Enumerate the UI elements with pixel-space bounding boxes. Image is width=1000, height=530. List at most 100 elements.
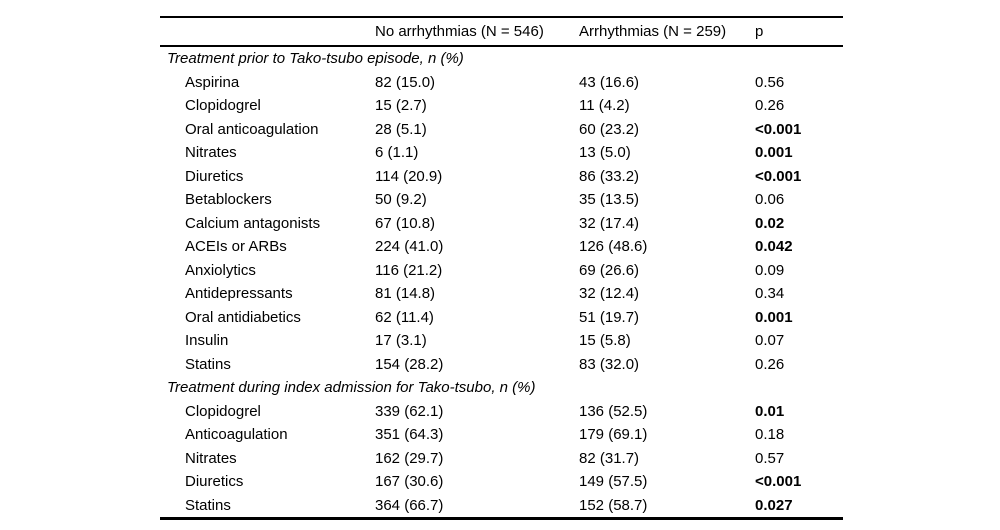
table-row: Antidepressants 81 (14.8) 32 (12.4) 0.34	[160, 282, 843, 306]
table-row: Aspirina 82 (15.0) 43 (16.6) 0.56	[160, 71, 843, 95]
p-value: 0.34	[755, 285, 785, 303]
section-header-label: Treatment prior to Tako-tsubo episode, n…	[167, 50, 464, 68]
p-value: 0.02	[755, 214, 785, 232]
row-label: Anticoagulation	[185, 426, 288, 444]
no-arrhythmias-value: 28 (5.1)	[375, 120, 427, 138]
table-row: Diuretics 114 (20.9) 86 (33.2) <0.001	[160, 165, 843, 189]
no-arrhythmias-value: 167 (30.6)	[375, 473, 444, 491]
row-label: Diuretics	[185, 167, 244, 185]
row-label: Clopidogrel	[185, 97, 261, 115]
arrhythmias-value: 11 (4.2)	[579, 97, 630, 115]
col-header-arrhythmias: Arrhythmias (N = 259)	[579, 22, 727, 40]
arrhythmias-value: 13 (5.0)	[579, 144, 631, 162]
no-arrhythmias-value: 62 (11.4)	[375, 308, 434, 326]
no-arrhythmias-value: 50 (9.2)	[375, 191, 427, 209]
table-row: ACEIs or ARBs 224 (41.0) 126 (48.6) 0.042	[160, 235, 843, 259]
no-arrhythmias-value: 154 (28.2)	[375, 355, 444, 373]
row-label: Statins	[185, 355, 231, 373]
row-label: Oral antidiabetics	[185, 308, 301, 326]
table-row: Betablockers 50 (9.2) 35 (13.5) 0.06	[160, 188, 843, 212]
table-row: Anticoagulation 351 (64.3) 179 (69.1) 0.18	[160, 423, 843, 447]
p-value: 0.26	[755, 97, 785, 115]
no-arrhythmias-value: 81 (14.8)	[375, 285, 436, 303]
table-row: Diuretics 167 (30.6) 149 (57.5) <0.001	[160, 470, 843, 494]
row-label: Nitrates	[185, 144, 237, 162]
table-body: Treatment prior to Tako-tsubo episode, n…	[160, 47, 843, 517]
arrhythmias-value: 149 (57.5)	[579, 473, 648, 491]
no-arrhythmias-value: 15 (2.7)	[375, 97, 427, 115]
row-label: Betablockers	[185, 191, 272, 209]
p-value: 0.027	[755, 496, 793, 514]
p-value: 0.06	[755, 191, 785, 209]
treatment-comparison-table: No arrhythmias (N = 546) Arrhythmias (N …	[160, 16, 843, 520]
table-row: Clopidogrel 15 (2.7) 11 (4.2) 0.26	[160, 94, 843, 118]
arrhythmias-value: 86 (33.2)	[579, 167, 640, 185]
row-label: Anxiolytics	[185, 261, 256, 279]
no-arrhythmias-value: 351 (64.3)	[375, 426, 444, 444]
row-label: Diuretics	[185, 473, 244, 491]
table-top-rule	[160, 16, 843, 18]
arrhythmias-value: 35 (13.5)	[579, 191, 640, 209]
p-value: 0.09	[755, 261, 785, 279]
no-arrhythmias-value: 339 (62.1)	[375, 402, 444, 420]
p-value: <0.001	[755, 473, 802, 491]
p-value: 0.01	[755, 402, 785, 420]
table-row: Calcium antagonists 67 (10.8) 32 (17.4) 0.0…	[160, 212, 843, 236]
table-row: Statins 154 (28.2) 83 (32.0) 0.26	[160, 353, 843, 377]
table-row: Nitrates 162 (29.7) 82 (31.7) 0.57	[160, 447, 843, 471]
p-value: 0.26	[755, 355, 785, 373]
no-arrhythmias-value: 67 (10.8)	[375, 214, 436, 232]
no-arrhythmias-value: 162 (29.7)	[375, 449, 444, 467]
p-value: 0.001	[755, 308, 793, 326]
p-value: 0.07	[755, 332, 785, 350]
p-value: 0.042	[755, 238, 793, 256]
no-arrhythmias-value: 6 (1.1)	[375, 144, 419, 162]
p-value: 0.001	[755, 144, 793, 162]
arrhythmias-value: 82 (31.7)	[579, 449, 640, 467]
arrhythmias-value: 32 (17.4)	[579, 214, 640, 232]
no-arrhythmias-value: 224 (41.0)	[375, 238, 444, 256]
row-label: Nitrates	[185, 449, 237, 467]
table-section-row: Treatment during index admission for Tak…	[160, 376, 843, 400]
no-arrhythmias-value: 82 (15.0)	[375, 73, 436, 91]
table-row: Clopidogrel 339 (62.1) 136 (52.5) 0.01	[160, 400, 843, 424]
no-arrhythmias-value: 116 (21.2)	[375, 261, 443, 279]
table-row: Anxiolytics 116 (21.2) 69 (26.6) 0.09	[160, 259, 843, 283]
no-arrhythmias-value: 364 (66.7)	[375, 496, 444, 514]
p-value: 0.18	[755, 426, 785, 444]
row-label: Statins	[185, 496, 231, 514]
row-label: Oral anticoagulation	[185, 120, 319, 138]
p-value: 0.57	[755, 449, 785, 467]
arrhythmias-value: 43 (16.6)	[579, 73, 640, 91]
table-section-row: Treatment prior to Tako-tsubo episode, n…	[160, 47, 843, 71]
table-row: Statins 364 (66.7) 152 (58.7) 0.027	[160, 494, 843, 518]
arrhythmias-value: 152 (58.7)	[579, 496, 648, 514]
section-header-label: Treatment during index admission for Tak…	[167, 379, 536, 397]
arrhythmias-value: 32 (12.4)	[579, 285, 640, 303]
row-label: Insulin	[185, 332, 229, 350]
row-label: Calcium antagonists	[185, 214, 321, 232]
arrhythmias-value: 51 (19.7)	[579, 308, 640, 326]
arrhythmias-value: 69 (26.6)	[579, 261, 640, 279]
row-label: Antidepressants	[185, 285, 293, 303]
col-header-p: p	[755, 22, 764, 40]
row-label: Clopidogrel	[185, 402, 261, 420]
arrhythmias-value: 15 (5.8)	[579, 332, 631, 350]
p-value: <0.001	[755, 120, 802, 138]
table-bottom-rule	[160, 517, 843, 520]
arrhythmias-value: 126 (48.6)	[579, 238, 648, 256]
no-arrhythmias-value: 17 (3.1)	[375, 332, 427, 350]
arrhythmias-value: 60 (23.2)	[579, 120, 640, 138]
table-row: Insulin 17 (3.1) 15 (5.8) 0.07	[160, 329, 843, 353]
p-value: 0.56	[755, 73, 785, 91]
arrhythmias-value: 179 (69.1)	[579, 426, 648, 444]
no-arrhythmias-value: 114 (20.9)	[375, 167, 443, 185]
p-value: <0.001	[755, 167, 802, 185]
table-row: Oral antidiabetics 62 (11.4) 51 (19.7) 0.00…	[160, 306, 843, 330]
row-label: ACEIs or ARBs	[185, 238, 287, 256]
arrhythmias-value: 136 (52.5)	[579, 402, 648, 420]
table-header-row: No arrhythmias (N = 546) Arrhythmias (N …	[160, 18, 843, 45]
table-row: Oral anticoagulation 28 (5.1) 60 (23.2) <0.…	[160, 118, 843, 142]
arrhythmias-value: 83 (32.0)	[579, 355, 640, 373]
col-header-no-arrhythmias: No arrhythmias (N = 546)	[375, 22, 544, 40]
